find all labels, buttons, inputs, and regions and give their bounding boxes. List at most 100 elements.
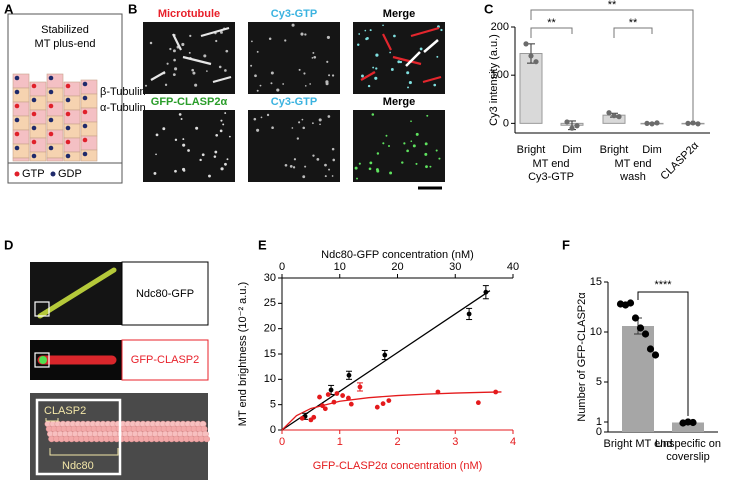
tubulin-subunit: [13, 130, 29, 144]
x-tick-label: Bright: [600, 144, 629, 156]
speck: [304, 166, 306, 168]
bar: [622, 326, 654, 432]
fit-line: [282, 392, 501, 430]
speck: [361, 75, 364, 78]
nucleotide: [83, 124, 88, 129]
speck: [191, 69, 194, 72]
speck: [299, 69, 301, 71]
speck: [416, 133, 419, 136]
tubulin-subunit: [47, 88, 63, 102]
speck: [304, 33, 306, 35]
speck: [224, 163, 227, 166]
speck: [325, 80, 328, 83]
x-tick-label: 2: [394, 436, 400, 448]
speck: [436, 56, 438, 58]
tubulin-subunit: [81, 94, 97, 108]
channel-label: Merge: [383, 8, 415, 20]
speck: [328, 169, 330, 171]
speck: [332, 159, 335, 162]
model-label: Ndc80: [62, 460, 94, 472]
significance-bracket: [614, 28, 652, 38]
speck: [327, 36, 330, 39]
panel-label: C: [484, 1, 494, 16]
tubulin-subunit: [81, 136, 97, 150]
speck: [356, 178, 358, 180]
x2-axis-title: Ndc80-GFP concentration (nM): [321, 249, 474, 261]
speck: [372, 113, 375, 116]
speck: [388, 145, 390, 147]
speck: [181, 118, 183, 120]
nucleotide: [83, 138, 88, 143]
data-point: [627, 299, 634, 306]
speck: [284, 39, 286, 41]
speck: [173, 49, 176, 52]
speck: [187, 149, 190, 152]
nucleotide: [49, 132, 54, 137]
data-point: [467, 312, 472, 317]
nucleotide: [49, 76, 54, 81]
speck: [389, 52, 391, 54]
tubulin-subunit: [13, 116, 29, 130]
data-point: [647, 345, 654, 352]
speck: [433, 84, 436, 87]
speck: [224, 112, 226, 114]
tubulin-subunit: [13, 144, 29, 158]
legend-dot: [15, 172, 20, 177]
speck: [410, 120, 412, 122]
speck: [222, 123, 224, 125]
data-point: [649, 121, 654, 126]
tubulin-subunit: [81, 108, 97, 122]
fit-line: [282, 291, 490, 430]
speck: [313, 56, 316, 59]
y-tick-label: 20: [264, 323, 276, 335]
speck: [409, 81, 412, 84]
data-point: [483, 290, 488, 295]
speck: [261, 117, 263, 119]
channel-label: Merge: [383, 96, 415, 108]
speck: [400, 61, 402, 63]
speck: [298, 121, 300, 123]
speck: [328, 115, 331, 118]
speck: [406, 71, 409, 74]
diagram-title: MT plus-end: [35, 38, 96, 50]
speck: [250, 65, 252, 67]
speck: [208, 175, 211, 178]
significance-label: **: [608, 0, 617, 11]
speck: [162, 127, 165, 130]
tubulin-subunit: [13, 88, 29, 102]
speck: [312, 155, 314, 157]
tubulin-subunit: [13, 158, 29, 161]
x-axis-title: GFP-CLASP2α concentration (nM): [313, 460, 483, 472]
data-point: [685, 121, 690, 126]
speck: [267, 114, 269, 116]
speck: [294, 158, 296, 160]
speck: [182, 138, 184, 140]
speck: [194, 84, 197, 87]
speck: [189, 52, 191, 54]
y-tick-label: 1: [596, 416, 602, 428]
speck: [309, 83, 311, 85]
tubulin-subunit: [64, 96, 80, 110]
speck: [319, 123, 321, 125]
data-point: [574, 123, 579, 128]
model-label: CLASP2: [44, 405, 86, 417]
tubulin-subunit: [47, 102, 63, 116]
speck: [182, 144, 185, 147]
legend-dot: [51, 172, 56, 177]
speck: [357, 43, 359, 45]
nucleotide: [32, 140, 37, 145]
significance-bracket: [531, 28, 572, 38]
speck: [382, 142, 384, 144]
speck: [393, 35, 396, 38]
speck: [316, 158, 319, 161]
y-tick-label: 0: [503, 117, 509, 129]
data-point: [317, 395, 322, 400]
speck: [369, 161, 372, 164]
panel-label: A: [4, 1, 14, 16]
data-point: [347, 373, 352, 378]
data-point: [533, 59, 538, 64]
speck: [382, 24, 384, 26]
speck: [292, 127, 294, 129]
speck: [203, 54, 206, 57]
data-point: [493, 390, 498, 395]
